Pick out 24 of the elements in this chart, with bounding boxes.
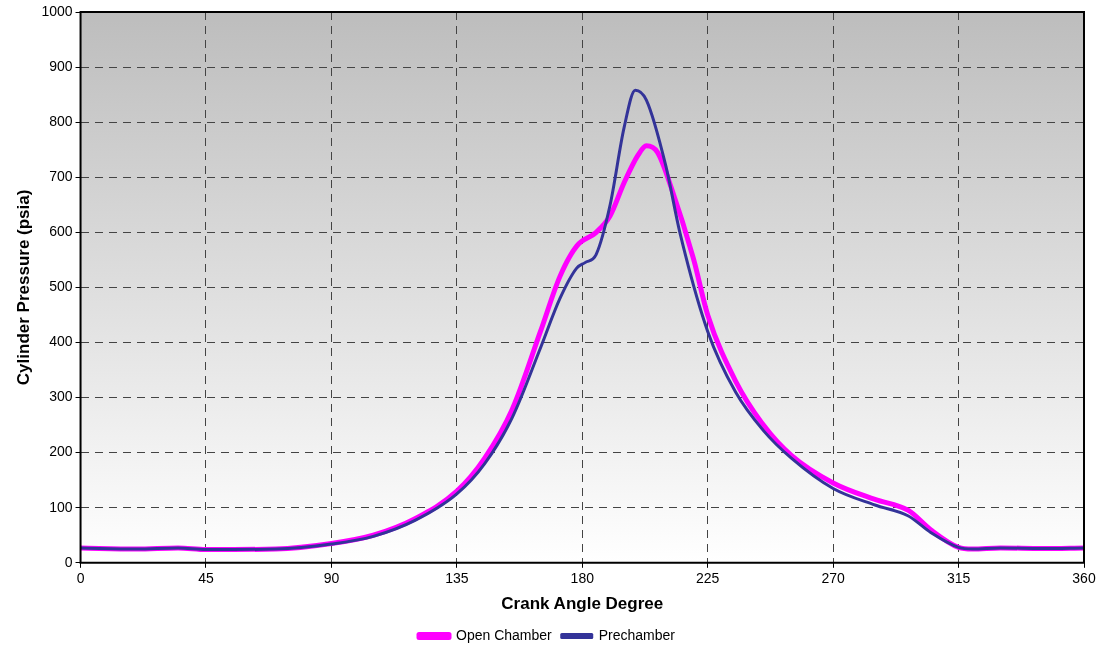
x-tick-label: 90 — [323, 570, 340, 587]
x-tick-label: 0 — [76, 570, 85, 587]
x-tick-label: 270 — [821, 570, 846, 587]
y-tick-label: 400 — [49, 333, 73, 350]
x-tick-label: 180 — [570, 570, 595, 587]
y-tick-label: 200 — [49, 443, 73, 460]
y-tick-label: 0 — [64, 553, 73, 570]
x-tick-label: 225 — [696, 570, 720, 587]
y-tick-label: 500 — [49, 278, 73, 295]
y-tick-label: 100 — [49, 498, 73, 515]
legend-label: Open Chamber — [456, 626, 553, 643]
y-tick-label: 1000 — [41, 2, 73, 19]
y-tick-label: 800 — [49, 113, 73, 130]
x-tick-label: 360 — [1072, 570, 1096, 587]
y-tick-label: 700 — [49, 168, 73, 185]
x-tick-label: 135 — [445, 570, 469, 587]
y-axis-title: Cylinder Pressure (psia) — [13, 189, 33, 386]
y-tick-label: 900 — [49, 57, 73, 74]
y-tick-label: 300 — [49, 388, 73, 405]
x-tick-label: 45 — [198, 570, 214, 587]
x-axis-title: Crank Angle Degree — [501, 594, 664, 614]
x-tick-label: 315 — [946, 570, 971, 587]
y-tick-label: 600 — [49, 223, 73, 240]
legend-label: Prechamber — [598, 626, 676, 643]
